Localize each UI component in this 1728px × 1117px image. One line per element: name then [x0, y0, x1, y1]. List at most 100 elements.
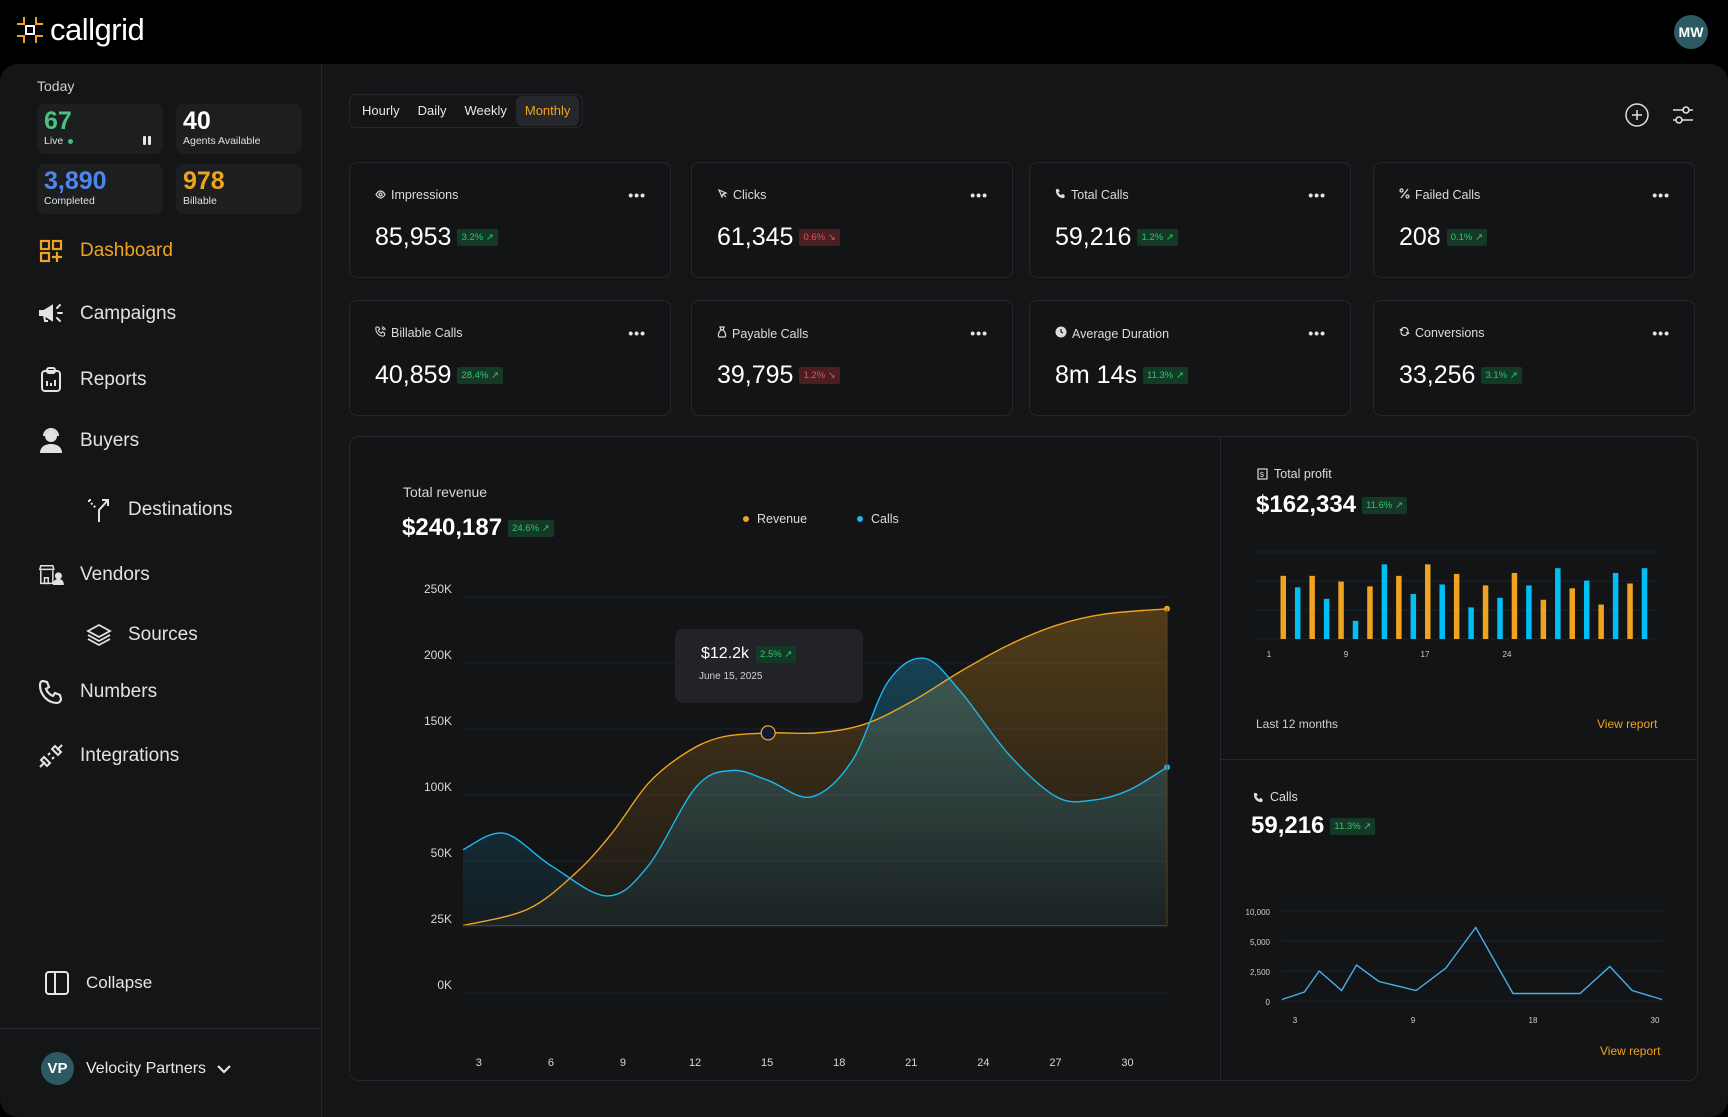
bar[interactable] — [1309, 575, 1315, 639]
more-options-button[interactable]: ••• — [970, 187, 988, 203]
chevron-down-icon — [217, 1064, 231, 1074]
chart-tooltip: $12.2k 2.5% ↗ June 15, 2025 — [675, 629, 863, 703]
bar[interactable] — [1627, 583, 1633, 639]
kpi-change: 3.2% — [461, 232, 484, 243]
y-tick-label: 200K — [424, 648, 452, 662]
sidebar-item-sources[interactable]: Sources — [86, 622, 198, 648]
x-tick-label: 24 — [1503, 650, 1512, 659]
live-indicator-icon — [68, 138, 74, 144]
bar[interactable] — [1583, 580, 1590, 639]
bar[interactable] — [1396, 575, 1402, 639]
bar[interactable] — [1323, 598, 1330, 639]
x-tick-label: 30 — [1651, 1016, 1660, 1025]
account-switcher[interactable]: VP Velocity Partners — [41, 1052, 232, 1085]
tab-weekly[interactable]: Weekly — [464, 103, 507, 118]
highlight-point[interactable] — [760, 725, 776, 741]
more-options-button[interactable]: ••• — [970, 325, 988, 341]
legend-calls[interactable]: Calls — [857, 512, 899, 526]
bar[interactable] — [1497, 597, 1503, 639]
kpi-change-badge: 1.2% ↗ — [1137, 229, 1178, 246]
more-options-button[interactable]: ••• — [1308, 187, 1326, 203]
bar[interactable] — [1526, 585, 1532, 639]
legend-revenue[interactable]: Revenue — [743, 512, 807, 526]
bar[interactable] — [1425, 564, 1431, 639]
split-arrow-icon — [86, 497, 112, 523]
x-tick-label: 3 — [476, 1057, 482, 1069]
more-options-button[interactable]: ••• — [628, 325, 646, 341]
bar[interactable] — [1453, 573, 1460, 639]
legend-label-revenue: Revenue — [757, 512, 808, 526]
bar[interactable] — [1555, 568, 1561, 639]
more-options-button[interactable]: ••• — [628, 187, 646, 203]
today-label: Today — [37, 78, 75, 94]
more-options-button[interactable]: ••• — [1652, 325, 1670, 341]
bar[interactable] — [1280, 575, 1287, 639]
megaphone-icon — [38, 301, 64, 327]
bar[interactable] — [1338, 581, 1344, 639]
stat-live-value: 67 — [44, 107, 72, 135]
bar[interactable] — [1598, 604, 1604, 639]
collapse-label: Collapse — [86, 973, 153, 992]
collapse-button[interactable]: Collapse — [44, 970, 152, 996]
sidebar-item-destinations[interactable]: Destinations — [86, 497, 233, 523]
revenue-chart[interactable]: 0K 25K 50K 100K 150K 200K 250K 3 6 9 12 15 18 21 24 27 3… — [350, 437, 1220, 1080]
bar[interactable] — [1367, 586, 1373, 639]
bar[interactable] — [1641, 568, 1648, 639]
x-tick-label: 9 — [1344, 650, 1349, 659]
x-tick-label: 30 — [1121, 1057, 1133, 1069]
profit-view-report-link[interactable]: View report — [1597, 717, 1658, 731]
panel-divider-horizontal — [1220, 759, 1698, 760]
y-tick-label: 5,000 — [1250, 938, 1271, 947]
pause-icon[interactable] — [143, 136, 151, 145]
x-tick-label: 21 — [905, 1057, 917, 1069]
bar[interactable] — [1410, 594, 1417, 639]
bar[interactable] — [1511, 572, 1518, 639]
kpi-value: 40,859 — [375, 361, 452, 389]
kpi-title: Payable Calls — [717, 326, 808, 341]
kpi-value: 8m 14s — [1055, 361, 1137, 389]
user-avatar[interactable]: MW — [1674, 15, 1708, 49]
stat-agents: 40 Agents Available — [176, 104, 302, 154]
stat-completed: 3,890 Completed — [37, 164, 163, 214]
more-options-button[interactable]: ••• — [1652, 187, 1670, 203]
sidebar-item-numbers[interactable]: Numbers — [38, 679, 157, 705]
sidebar-item-dashboard[interactable]: Dashboard — [38, 238, 173, 264]
profit-bar-chart[interactable]: 1 9 17 24 — [1220, 537, 1698, 667]
panel-divider-vertical — [1220, 437, 1221, 1080]
calls-line-chart[interactable]: 0 2,500 5,000 10,000 3 9 18 30 — [1220, 877, 1698, 1027]
filters-button[interactable] — [1670, 102, 1696, 128]
calls-view-report-link[interactable]: View report — [1600, 1044, 1661, 1058]
bar[interactable] — [1612, 572, 1619, 639]
tab-monthly[interactable]: Monthly — [515, 96, 580, 126]
kpi-title: Clicks — [717, 188, 766, 202]
bar[interactable] — [1569, 588, 1576, 639]
calls-title: Calls — [1270, 790, 1298, 804]
eye-icon — [375, 188, 386, 202]
bar[interactable] — [1294, 587, 1301, 639]
revenue-value: $240,187 24.6% ↗ — [402, 514, 554, 542]
kpi-value-row: 33,256 3.1% ↗ — [1399, 361, 1522, 390]
stat-billable-label: Billable — [183, 195, 217, 207]
bar[interactable] — [1381, 564, 1388, 639]
kpi-title: Failed Calls — [1399, 188, 1480, 202]
add-widget-button[interactable] — [1624, 102, 1650, 128]
bar[interactable] — [1439, 584, 1445, 639]
sidebar-item-integrations[interactable]: Integrations — [38, 743, 179, 769]
bar[interactable] — [1468, 607, 1474, 639]
legend-label-calls: Calls — [871, 512, 899, 526]
revenue-change: 24.6% — [512, 522, 540, 534]
sidebar-item-reports[interactable]: Reports — [38, 367, 147, 393]
bar[interactable] — [1482, 585, 1489, 639]
sidebar-item-vendors[interactable]: Vendors — [38, 562, 150, 588]
bar[interactable] — [1540, 599, 1547, 639]
stat-live-text: Live — [44, 135, 64, 147]
more-options-button[interactable]: ••• — [1308, 325, 1326, 341]
kpi-change-badge: 3.1% ↗ — [1481, 367, 1522, 384]
tab-daily[interactable]: Daily — [417, 103, 447, 118]
logo[interactable]: callgrid — [16, 12, 145, 48]
sliders-icon — [1673, 106, 1693, 124]
tab-hourly[interactable]: Hourly — [362, 103, 400, 118]
bar[interactable] — [1352, 620, 1359, 639]
sidebar-item-buyers[interactable]: Buyers — [38, 428, 139, 454]
sidebar-item-campaigns[interactable]: Campaigns — [38, 301, 176, 327]
